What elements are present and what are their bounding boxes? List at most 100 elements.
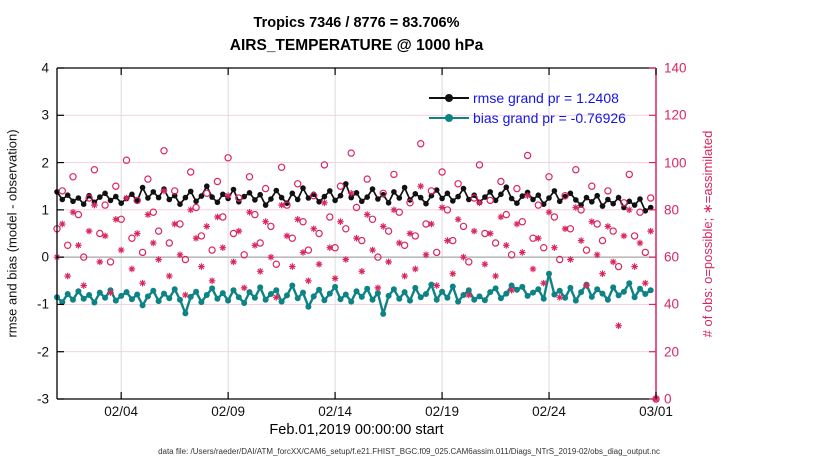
assimilated-obs-marker — [305, 277, 312, 285]
rmse-marker — [327, 188, 333, 194]
possible-obs-marker — [491, 239, 500, 247]
possible-obs-marker — [122, 156, 131, 164]
rmse-marker — [155, 194, 162, 201]
bias-marker — [551, 291, 558, 298]
assimilated-obs-marker — [379, 223, 387, 230]
rmse-marker — [332, 197, 338, 204]
bias-marker — [535, 286, 542, 293]
assimilated-obs-marker — [390, 206, 398, 214]
bias-marker — [284, 292, 290, 299]
assimilated-obs-marker — [160, 187, 168, 195]
legend-label-bias: bias grand pr = -0.76926 — [473, 110, 626, 126]
assimilated-obs-marker — [444, 237, 451, 244]
assimilated-obs-marker — [401, 272, 408, 280]
possible-obs-marker — [465, 258, 473, 266]
bias-marker — [572, 297, 579, 304]
bias-marker — [332, 283, 339, 290]
rmse-marker — [535, 192, 542, 198]
assimilated-obs-marker — [203, 223, 211, 230]
bias-marker — [407, 297, 413, 304]
possible-obs-marker — [165, 239, 174, 247]
assimilated-obs-marker — [518, 249, 526, 256]
right-y-tick-label: 80 — [664, 202, 680, 218]
rmse-marker — [102, 190, 108, 197]
bias-marker — [503, 290, 510, 297]
assimilated-obs-marker — [625, 206, 633, 214]
assimilated-obs-marker — [75, 242, 82, 249]
bias-marker — [267, 291, 274, 297]
possible-obs-marker — [513, 184, 521, 193]
legend-label-rmse: rmse grand pr = 1.2408 — [473, 90, 619, 106]
bias-marker — [102, 294, 109, 301]
possible-obs-marker — [588, 182, 596, 190]
rmse-marker — [492, 197, 499, 204]
possible-obs-marker — [133, 196, 141, 205]
bias-marker — [578, 289, 585, 296]
assimilated-obs-marker — [347, 190, 355, 197]
possible-obs-marker — [267, 222, 275, 231]
bias-marker — [305, 303, 312, 310]
assimilated-obs-marker — [112, 216, 120, 223]
rmse-marker — [487, 189, 494, 195]
rmse-marker — [359, 198, 365, 205]
assimilated-obs-marker — [524, 192, 531, 199]
rmse-marker — [417, 194, 424, 201]
bias-marker — [59, 299, 66, 306]
left-y-tick-label: -1 — [36, 296, 49, 312]
assimilated-obs-marker — [497, 213, 505, 221]
assimilated-obs-marker — [481, 260, 489, 268]
assimilated-obs-marker — [187, 206, 195, 214]
possible-obs-marker — [245, 173, 254, 181]
bias-marker — [449, 283, 456, 290]
possible-obs-marker — [80, 253, 88, 261]
bias-marker — [631, 294, 638, 301]
rmse-marker — [503, 184, 510, 190]
rmse-marker — [209, 194, 215, 200]
assimilated-obs-marker — [256, 268, 264, 275]
rmse-marker — [589, 199, 595, 205]
possible-obs-marker — [90, 165, 99, 174]
bias-marker — [251, 294, 258, 301]
possible-obs-marker — [347, 149, 355, 157]
bias-marker — [610, 284, 617, 291]
rmse-marker — [198, 193, 205, 199]
bias-marker — [423, 291, 429, 297]
possible-obs-marker — [523, 151, 532, 160]
assimilated-obs-marker — [593, 251, 601, 259]
assimilated-obs-marker — [577, 237, 585, 244]
possible-obs-marker — [336, 182, 345, 190]
assimilated-obs-marker — [283, 232, 291, 240]
assimilated-obs-marker — [636, 239, 644, 247]
assimilated-obs-marker — [363, 211, 371, 218]
assimilated-obs-marker — [535, 234, 542, 242]
bias-marker — [460, 292, 467, 298]
possible-obs-marker — [363, 175, 371, 183]
bias-marker — [193, 288, 200, 295]
assimilated-obs-marker — [513, 220, 521, 228]
assimilated-obs-marker — [369, 246, 376, 254]
legend-row-bias: bias grand pr = -0.76926 — [429, 108, 626, 128]
right-y-tick-label: 60 — [664, 249, 680, 265]
rmse-marker — [546, 195, 552, 201]
rmse-marker — [107, 197, 114, 204]
assimilated-obs-marker — [358, 268, 366, 275]
possible-obs-marker — [208, 246, 216, 254]
assimilated-obs-marker — [417, 182, 424, 190]
bias-marker — [230, 287, 237, 294]
right-y-tick-label: 120 — [664, 107, 687, 123]
bias-marker — [428, 281, 435, 288]
rmse-marker — [567, 190, 574, 197]
bias-marker — [177, 296, 183, 303]
rmse-marker — [450, 198, 456, 204]
possible-obs-marker — [406, 199, 414, 207]
rmse-marker — [369, 186, 376, 192]
rmse-marker — [294, 196, 301, 203]
assimilated-obs-marker — [486, 230, 494, 237]
rmse-marker — [583, 194, 590, 201]
assimilated-obs-marker — [406, 230, 414, 237]
rmse-marker — [177, 201, 183, 207]
data-file-footer: data file: /Users/raeder/DAI/ATM_forcXX/… — [158, 447, 660, 456]
possible-obs-marker — [604, 187, 612, 195]
bias-marker — [235, 294, 242, 301]
rmse-marker — [150, 189, 157, 195]
